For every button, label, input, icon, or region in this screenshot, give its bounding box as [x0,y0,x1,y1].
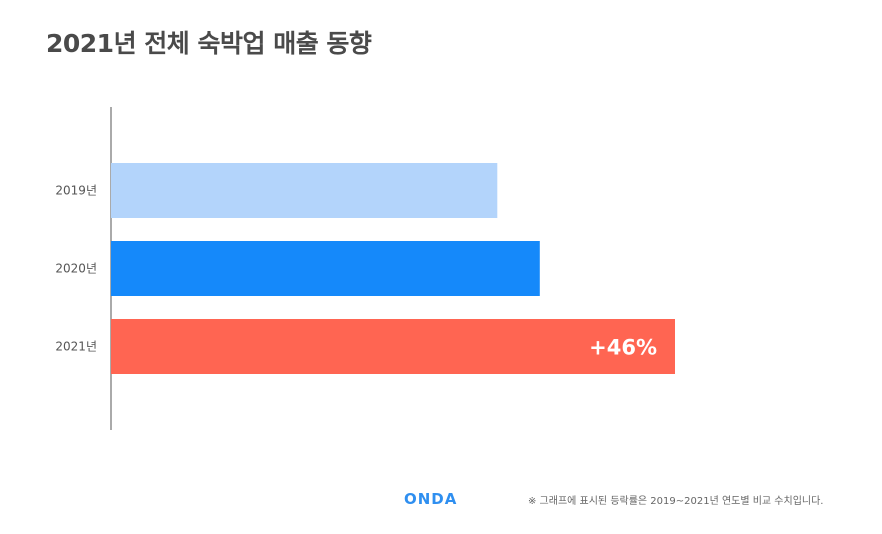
category-label: 2019년 [55,184,97,198]
bar-2020년 [111,241,540,296]
footnote: ※ 그래프에 표시된 등락률은 2019~2021년 연도별 비교 수치입니다. [528,496,824,507]
bar-2019년 [111,163,498,218]
category-label: 2020년 [55,262,97,276]
chart-title: 2021년 전체 숙박업 매출 동향 [46,29,372,58]
onda-logo: ONDA [404,490,458,508]
data-label: +46% [589,336,657,360]
bar-2021년 [111,319,675,374]
category-label: 2021년 [55,340,97,354]
